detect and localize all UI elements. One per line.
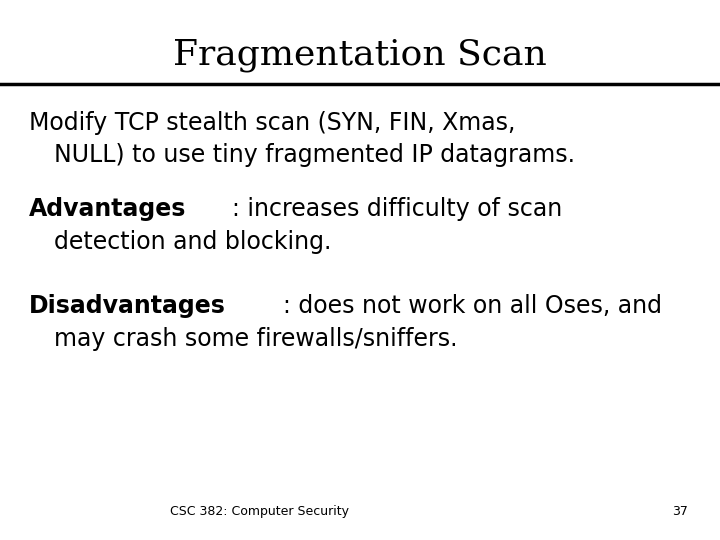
Text: NULL) to use tiny fragmented IP datagrams.: NULL) to use tiny fragmented IP datagram… bbox=[54, 143, 575, 167]
Text: CSC 382: Computer Security: CSC 382: Computer Security bbox=[170, 505, 348, 518]
Text: Advantages: Advantages bbox=[29, 197, 186, 221]
Text: 37: 37 bbox=[672, 505, 688, 518]
Text: may crash some firewalls/sniffers.: may crash some firewalls/sniffers. bbox=[54, 327, 457, 350]
Text: detection and blocking.: detection and blocking. bbox=[54, 230, 331, 253]
Text: : does not work on all Oses, and: : does not work on all Oses, and bbox=[283, 294, 662, 318]
Text: Modify TCP stealth scan (SYN, FIN, Xmas,: Modify TCP stealth scan (SYN, FIN, Xmas, bbox=[29, 111, 516, 134]
Text: Disadvantages: Disadvantages bbox=[29, 294, 225, 318]
Text: Fragmentation Scan: Fragmentation Scan bbox=[173, 38, 547, 72]
Text: : increases difficulty of scan: : increases difficulty of scan bbox=[232, 197, 562, 221]
